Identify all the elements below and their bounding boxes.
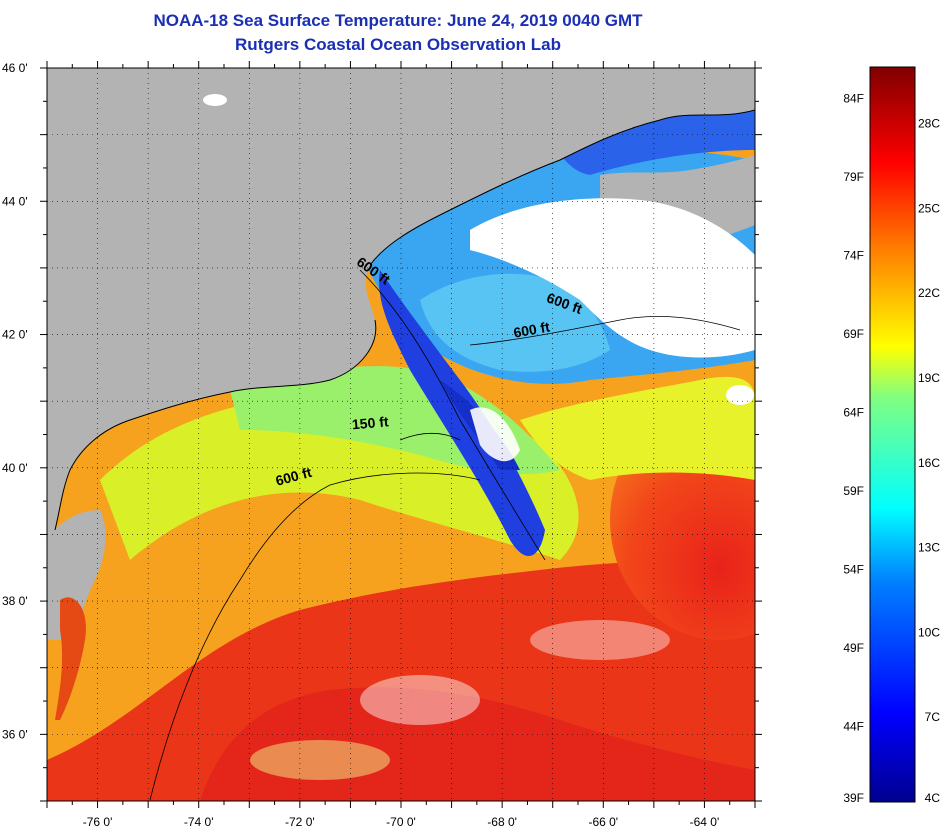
colorbar-c-label: 13C [918, 541, 940, 555]
colorbar-f-label: 59F [843, 484, 864, 498]
colorbar-f-label: 49F [843, 641, 864, 655]
colorbar-c-label: 22C [918, 286, 940, 300]
map-subtitle: Rutgers Coastal Ocean Observation Lab [235, 35, 561, 54]
lat-tick-label: 40 0' [2, 461, 28, 475]
lon-tick-label: -64 0' [690, 815, 720, 829]
lon-tick-label: -66 0' [588, 815, 618, 829]
lon-tick-label: -70 0' [386, 815, 416, 829]
colorbar-f-label: 64F [843, 406, 864, 420]
colorbar-c-label: 16C [918, 456, 940, 470]
longitude-axis: -76 0' -74 0' -72 0' -70 0' -68 0' -66 0' -64 … [46, 61, 756, 829]
colorbar-f-label: 74F [843, 248, 864, 262]
colorbar-c-label: 4C [925, 791, 941, 805]
colorbar-f-label: 79F [843, 170, 864, 184]
lat-tick-label: 38 0' [2, 594, 28, 608]
lat-tick-label: 44 0' [2, 194, 28, 208]
graticule [46, 67, 756, 802]
colorbar-c-label: 25C [918, 201, 940, 215]
lat-tick-label: 42 0' [2, 328, 28, 342]
lat-tick-label: 36 0' [2, 727, 28, 741]
colorbar-f-label: 69F [843, 327, 864, 341]
colorbar-c-label: 19C [918, 371, 940, 385]
sst-image [47, 68, 755, 801]
lat-tick-label: 46 0' [2, 61, 28, 75]
colorbar-c-label: 7C [925, 710, 941, 724]
lon-tick-label: -68 0' [487, 815, 517, 829]
latitude-axis: 46 0' 44 0' 42 0' 40 0' 38 0' 36 0' [2, 61, 762, 802]
colorbar-c-label: 10C [918, 625, 940, 639]
colorbar-f-label: 44F [843, 720, 864, 734]
colorbar [869, 66, 916, 803]
contour-label: 600 ft [512, 319, 551, 341]
lon-tick-label: -76 0' [83, 815, 113, 829]
colorbar-f-label: 54F [843, 563, 864, 577]
colorbar-celsius-labels: 4C 7C 10C 13C 16C 19C 22C 25C 28C [918, 117, 940, 805]
colorbar-fahrenheit-labels: 39F 44F 49F 54F 59F 64F 69F 74F 79F 84F [843, 91, 864, 805]
map-title: NOAA-18 Sea Surface Temperature: June 24… [153, 11, 643, 30]
colorbar-c-label: 28C [918, 117, 940, 131]
contour-label: 150 ft [351, 413, 389, 432]
lon-tick-label: -74 0' [184, 815, 214, 829]
lon-tick-label: -72 0' [285, 815, 315, 829]
colorbar-f-label: 39F [843, 791, 864, 805]
colorbar-f-label: 84F [843, 91, 864, 105]
